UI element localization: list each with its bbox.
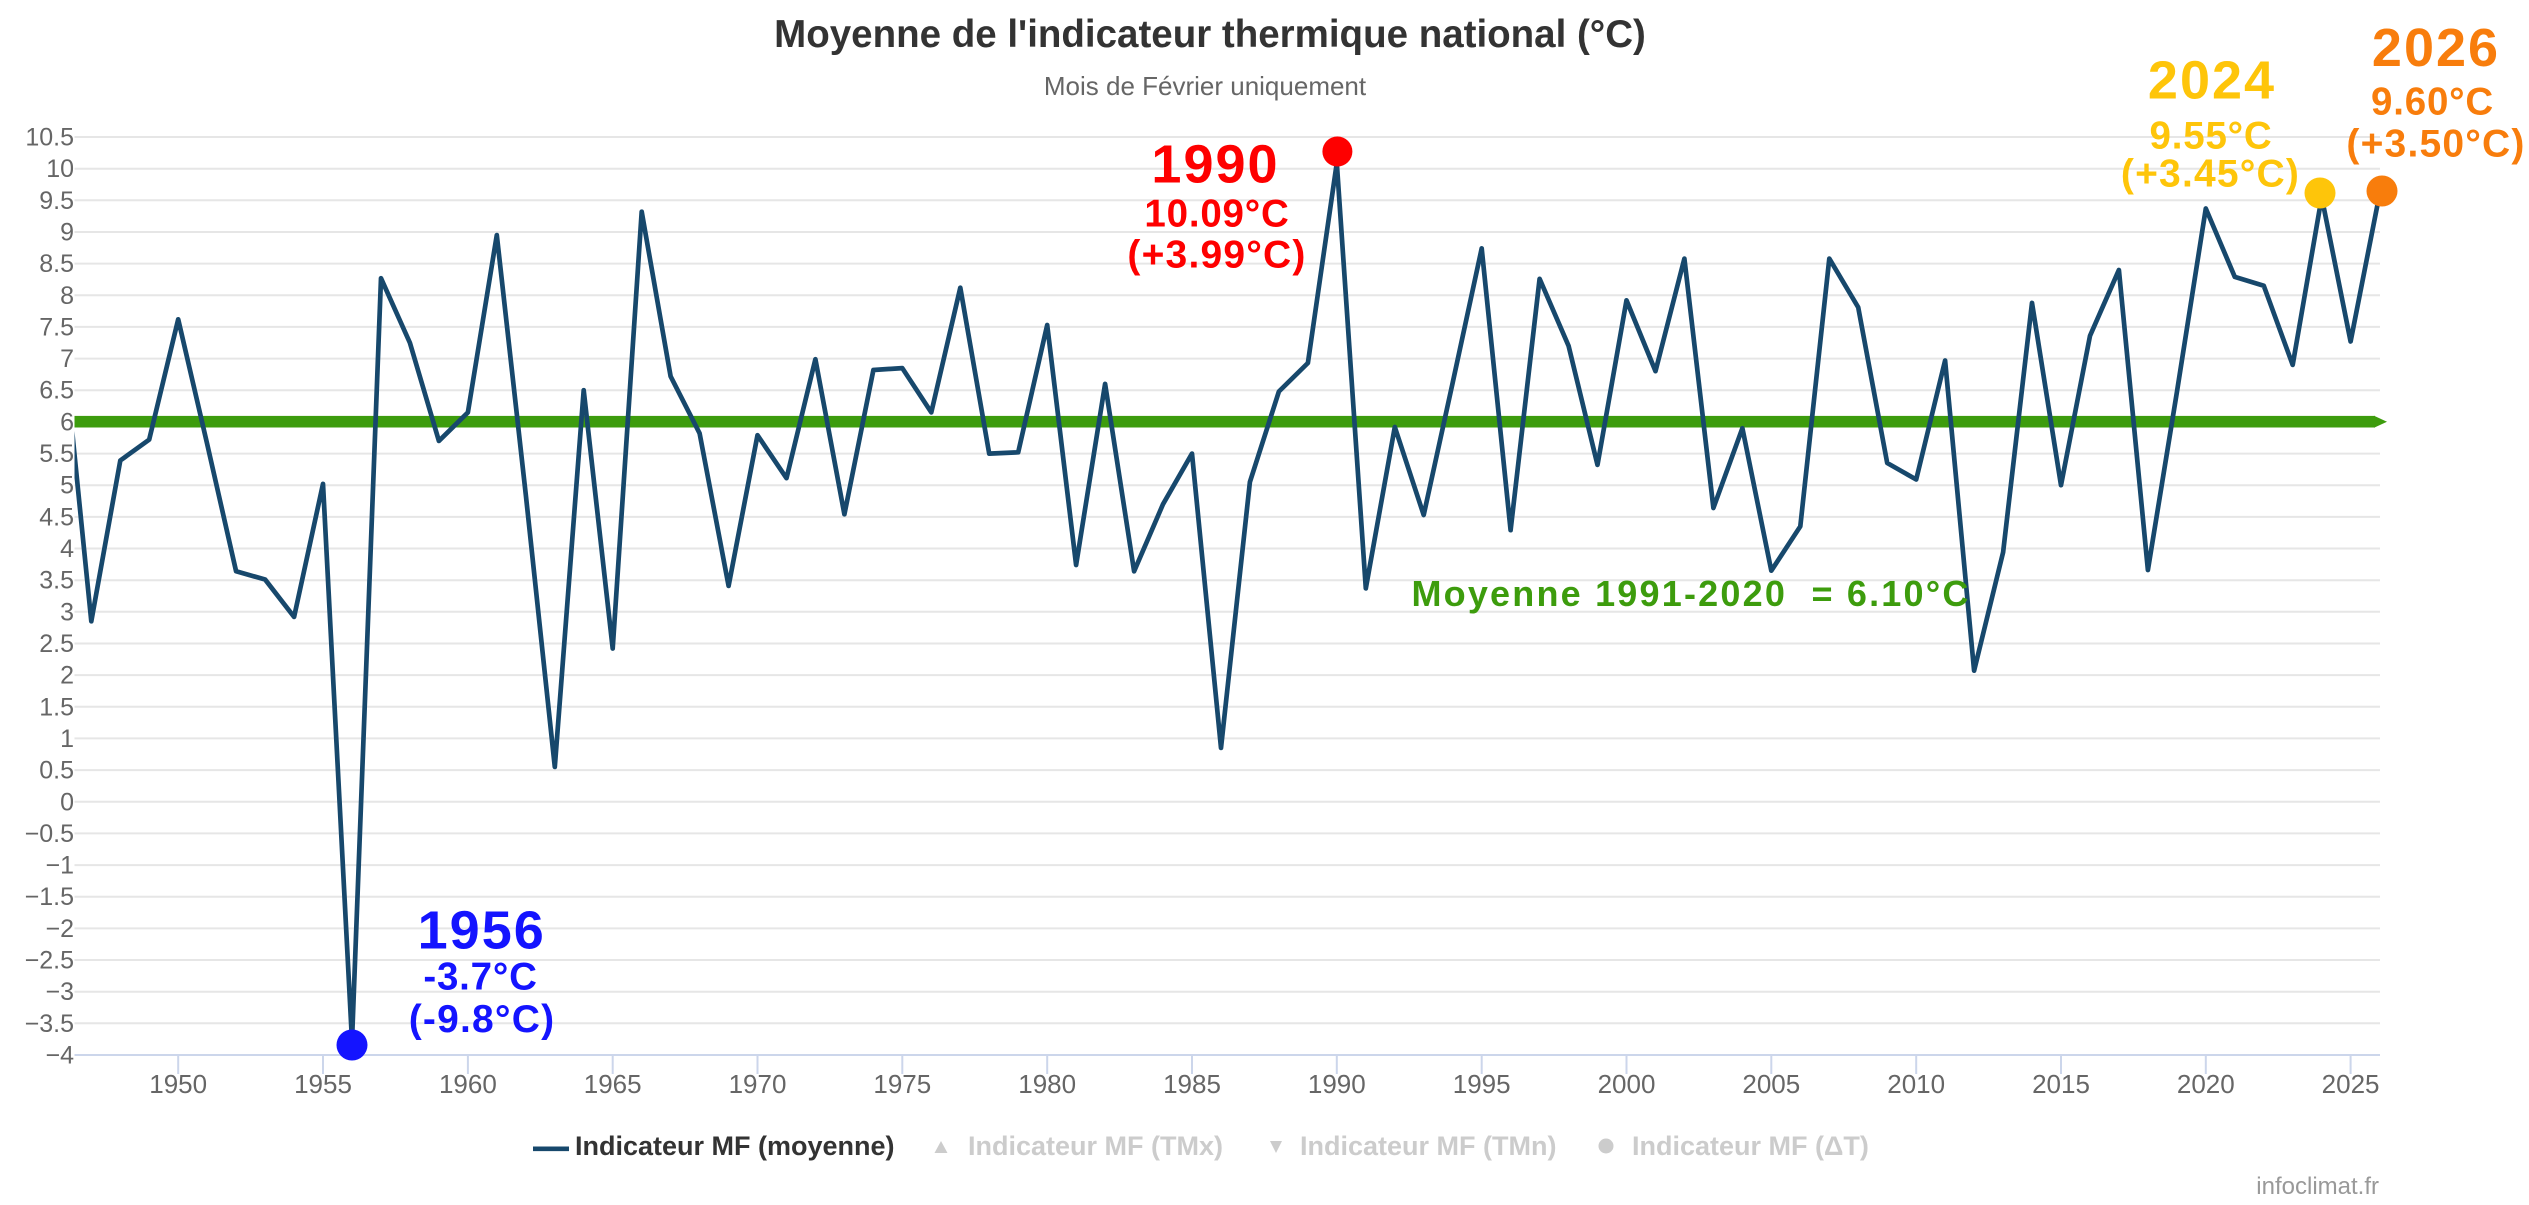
svg-text:1980: 1980 <box>1018 1069 1076 1099</box>
svg-text:4.5: 4.5 <box>39 503 74 531</box>
svg-text:1970: 1970 <box>729 1069 787 1099</box>
svg-text:5: 5 <box>60 472 74 500</box>
svg-text:0.5: 0.5 <box>39 757 74 785</box>
svg-text:Indicateur MF (TMn): Indicateur MF (TMn) <box>1300 1131 1556 1161</box>
svg-text:2026: 2026 <box>2372 18 2500 78</box>
svg-text:8: 8 <box>60 282 74 310</box>
svg-text:1985: 1985 <box>1163 1069 1221 1099</box>
svg-text:5.5: 5.5 <box>39 440 74 468</box>
svg-text:4: 4 <box>60 535 74 563</box>
svg-text:(+3.45°C): (+3.45°C) <box>2121 153 2300 196</box>
svg-text:6.5: 6.5 <box>39 377 74 405</box>
svg-text:1.5: 1.5 <box>39 693 74 721</box>
svg-text:-3.7°C: -3.7°C <box>423 956 537 999</box>
svg-text:Indicateur MF (ΔT): Indicateur MF (ΔT) <box>1632 1131 1869 1161</box>
svg-text:−4: −4 <box>45 1042 74 1070</box>
svg-text:−1: −1 <box>45 852 74 880</box>
svg-text:Indicateur MF (TMx): Indicateur MF (TMx) <box>968 1131 1223 1161</box>
svg-text:−2.5: −2.5 <box>25 947 74 975</box>
svg-text:1960: 1960 <box>439 1069 497 1099</box>
svg-text:7: 7 <box>60 345 74 373</box>
svg-text:6: 6 <box>60 408 74 436</box>
svg-text:Moyenne 1991-2020 = 6.10°C: Moyenne 1991-2020 = 6.10°C <box>1411 573 1970 614</box>
svg-text:−0.5: −0.5 <box>25 820 74 848</box>
svg-text:1955: 1955 <box>294 1069 352 1099</box>
svg-text:(+3.50°C): (+3.50°C) <box>2346 123 2525 166</box>
svg-text:8.5: 8.5 <box>39 250 74 278</box>
svg-text:1965: 1965 <box>584 1069 642 1099</box>
svg-text:2000: 2000 <box>1598 1069 1656 1099</box>
svg-text:3: 3 <box>60 598 74 626</box>
svg-text:2005: 2005 <box>1742 1069 1800 1099</box>
svg-text:10.09°C: 10.09°C <box>1144 193 1289 236</box>
svg-text:2025: 2025 <box>2322 1069 2380 1099</box>
svg-text:Indicateur MF (moyenne): Indicateur MF (moyenne) <box>575 1131 895 1161</box>
svg-text:10.5: 10.5 <box>25 124 74 152</box>
svg-text:1990: 1990 <box>1151 135 1279 195</box>
svg-text:Mois de Février uniquement: Mois de Février uniquement <box>1044 71 1367 101</box>
svg-text:(-9.8°C): (-9.8°C) <box>409 998 556 1041</box>
svg-text:−2: −2 <box>45 915 74 943</box>
svg-text:3.5: 3.5 <box>39 567 74 595</box>
svg-text:−3.5: −3.5 <box>25 1010 74 1038</box>
svg-text:2: 2 <box>60 662 74 690</box>
svg-text:1995: 1995 <box>1453 1069 1511 1099</box>
svg-text:9.55°C: 9.55°C <box>2150 114 2273 157</box>
svg-text:0: 0 <box>60 788 74 816</box>
svg-text:−1.5: −1.5 <box>25 883 74 911</box>
svg-text:9.60°C: 9.60°C <box>2371 80 2494 123</box>
svg-text:9.5: 9.5 <box>39 187 74 215</box>
svg-text:2010: 2010 <box>1887 1069 1945 1099</box>
svg-text:1956: 1956 <box>418 901 546 961</box>
svg-text:2015: 2015 <box>2032 1069 2090 1099</box>
svg-text:(+3.99°C): (+3.99°C) <box>1127 234 1306 277</box>
svg-text:−3: −3 <box>45 978 74 1006</box>
svg-text:1: 1 <box>60 725 74 753</box>
svg-text:Moyenne de l'indicateur thermi: Moyenne de l'indicateur thermique nation… <box>774 13 1646 56</box>
svg-text:10: 10 <box>46 155 74 183</box>
svg-text:1950: 1950 <box>149 1069 207 1099</box>
svg-text:2020: 2020 <box>2177 1069 2235 1099</box>
svg-text:1990: 1990 <box>1308 1069 1366 1099</box>
svg-text:9: 9 <box>60 219 74 247</box>
svg-text:7.5: 7.5 <box>39 313 74 341</box>
svg-text:2.5: 2.5 <box>39 630 74 658</box>
svg-text:infoclimat.fr: infoclimat.fr <box>2256 1173 2379 1200</box>
svg-text:2024: 2024 <box>2148 51 2276 111</box>
svg-text:1975: 1975 <box>873 1069 931 1099</box>
